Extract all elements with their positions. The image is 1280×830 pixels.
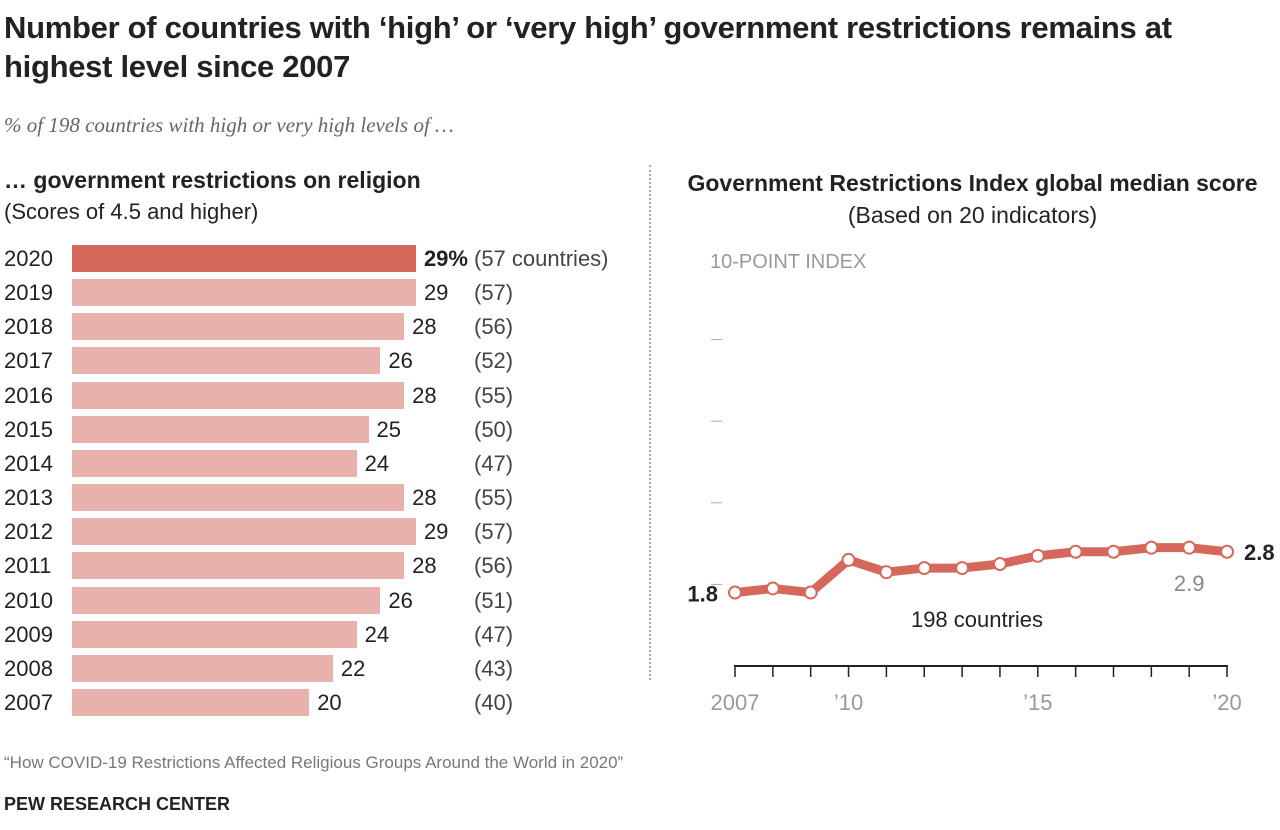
chart-title: Number of countries with ‘high’ or ‘very… — [4, 10, 1172, 84]
bar-value-label: 29 — [423, 519, 449, 545]
bar-year-label: 2010 — [4, 587, 53, 613]
bar-count-label: (52) — [474, 348, 514, 374]
start-value-label: 1.8 — [687, 582, 718, 607]
bar-count-label: (50) — [474, 416, 514, 442]
bar-value-label: 28 — [412, 553, 437, 579]
data-point-2011 — [879, 565, 894, 580]
bar-value-label: 25 — [376, 416, 401, 442]
bar-2010 — [72, 586, 381, 614]
bar-value-label: 26 — [388, 587, 413, 613]
bar-2011 — [72, 552, 405, 580]
bar-2012 — [72, 518, 416, 546]
data-point-2008 — [765, 581, 780, 596]
data-point-2012 — [917, 561, 932, 576]
bar-count-label: (57 countries) — [474, 246, 609, 271]
bar-chart-subtitle: (Scores of 4.5 and higher) — [4, 199, 259, 224]
bar-year-label: 2013 — [4, 485, 53, 511]
data-point-2015 — [1030, 548, 1045, 563]
bar-2013 — [72, 484, 405, 512]
bar-year-label: 2020 — [4, 246, 53, 271]
bar-year-label: 2019 — [4, 280, 53, 306]
bar-year-label: 2008 — [4, 655, 53, 681]
brand-logo-text: PEW RESEARCH CENTER — [4, 794, 231, 814]
bar-2020 — [72, 245, 416, 272]
source-note: “How COVID-19 Restrictions Affected Reli… — [4, 753, 624, 772]
data-point-2017 — [1106, 544, 1121, 559]
bar-count-label: (55) — [474, 382, 514, 408]
bar-count-label: (57) — [474, 280, 514, 306]
bar-year-label: 2007 — [4, 689, 53, 715]
bar-chart-title: … government restrictions on religion — [4, 167, 421, 193]
bar-2014 — [72, 449, 357, 477]
bar-count-label: (47) — [474, 621, 514, 647]
bar-value-label: 22 — [340, 655, 366, 681]
bar-year-label: 2012 — [4, 519, 53, 545]
bar-value-label: 28 — [412, 485, 437, 511]
bar-value-label: 24 — [364, 621, 390, 647]
bar-year-label: 2016 — [4, 382, 53, 408]
bar-count-label: (47) — [474, 450, 514, 476]
bar-value-label: 29 — [423, 280, 449, 306]
bar-year-label: 2017 — [4, 348, 53, 374]
divider — [649, 165, 651, 680]
bar-2008 — [72, 654, 333, 682]
data-point-2013 — [955, 561, 970, 576]
series-label: 198 countries — [911, 607, 1043, 632]
bar-count-label: (51) — [474, 587, 514, 613]
bar-value-label: 28 — [412, 314, 437, 340]
bar-2018 — [72, 313, 405, 341]
data-point-2010 — [841, 552, 856, 567]
bar-count-label: (56) — [474, 314, 514, 340]
line-chart-title-rest: (Based on 20 indicators) — [847, 202, 1098, 228]
bar-value-label: 28 — [412, 382, 437, 408]
x-tick-label: 2007 — [711, 690, 760, 715]
data-point-2020 — [1220, 544, 1235, 559]
x-tick-label: ’10 — [834, 690, 863, 715]
data-point-2016 — [1068, 544, 1083, 559]
bar-count-label: (57) — [474, 519, 514, 545]
bar-2019 — [72, 279, 416, 307]
bar-year-label: 2015 — [4, 416, 53, 442]
bar-2017 — [72, 347, 381, 375]
bar-count-label: (40) — [474, 689, 514, 715]
line-chart-title: Government Restrictions Index global med… — [660, 167, 1280, 231]
data-point-2018 — [1144, 540, 1159, 555]
data-point-2019 — [1182, 540, 1197, 555]
peak-value-label: 2.9 — [1174, 571, 1205, 596]
bar-count-label: (56) — [474, 553, 514, 579]
x-tick-label: ’15 — [1023, 690, 1052, 715]
y-axis-label: 10-POINT INDEX — [710, 251, 866, 273]
line-chart-title-bold: Government Restrictions Index global med… — [687, 170, 1258, 196]
bar-year-label: 2018 — [4, 314, 53, 340]
bar-year-label: 2009 — [4, 621, 53, 647]
end-value-label: 2.8 — [1244, 540, 1275, 565]
bar-2007 — [72, 688, 310, 716]
bar-value-label: 29% — [423, 246, 468, 271]
bar-year-label: 2014 — [4, 450, 53, 476]
data-point-2014 — [992, 557, 1007, 571]
bar-count-label: (55) — [474, 485, 514, 511]
data-point-2007 — [728, 585, 742, 600]
bar-2016 — [72, 381, 405, 409]
x-tick-label: ’20 — [1212, 690, 1241, 715]
data-point-2009 — [803, 585, 818, 600]
bar-value-label: 20 — [317, 689, 342, 715]
bar-2015 — [72, 415, 369, 443]
chart-subtitle: % of 198 countries with high or very hig… — [4, 113, 454, 137]
bar-value-label: 24 — [364, 450, 390, 476]
bar-2009 — [72, 620, 357, 648]
bar-value-label: 26 — [388, 348, 413, 374]
bar-year-label: 2011 — [4, 553, 52, 579]
bar-count-label: (43) — [474, 655, 514, 681]
